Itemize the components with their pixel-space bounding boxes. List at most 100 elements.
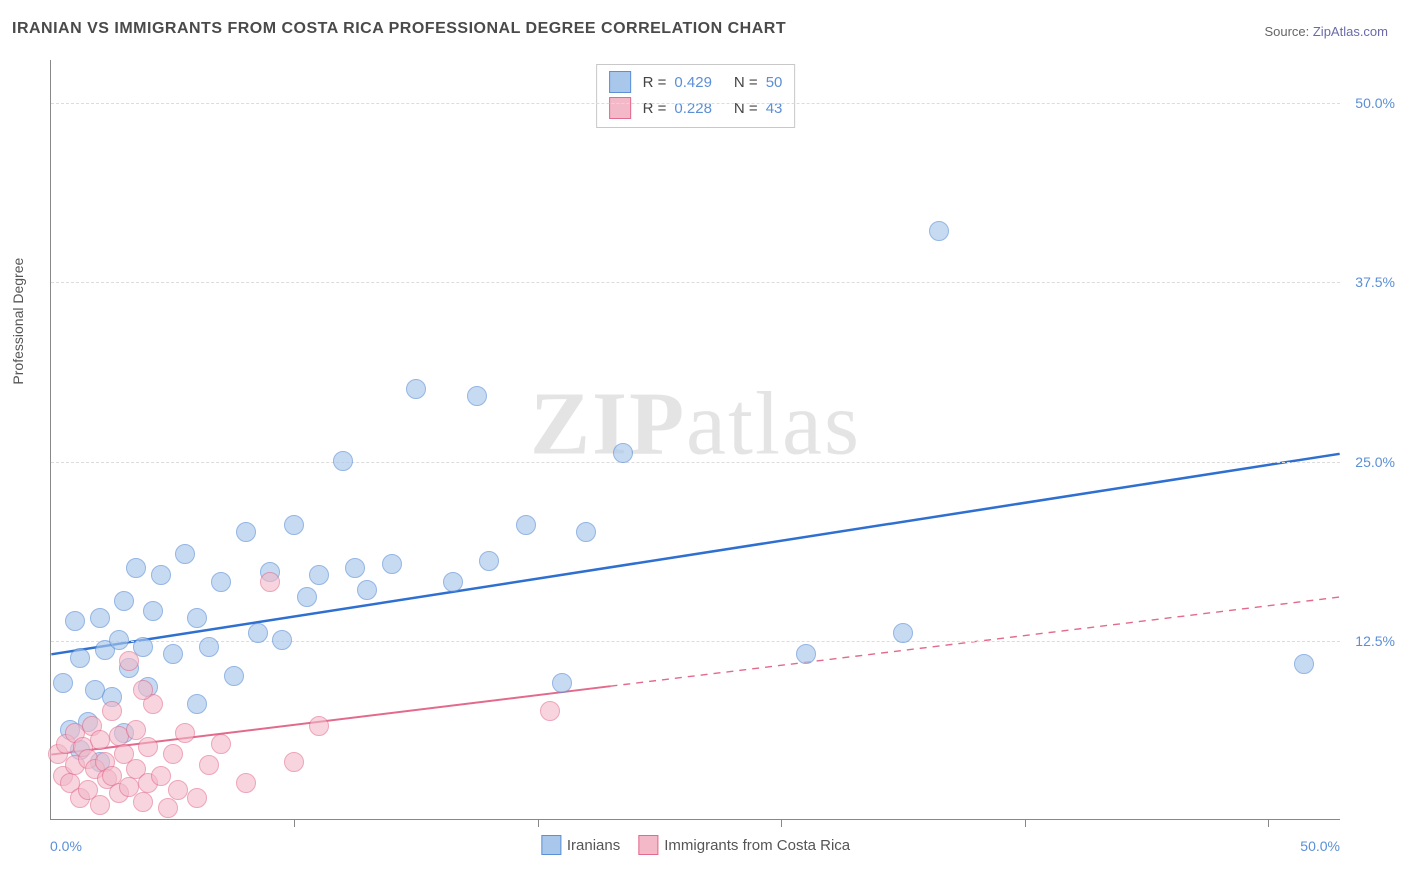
data-point	[102, 701, 122, 721]
legend-series-item: Iranians	[541, 835, 620, 855]
data-point	[175, 723, 195, 743]
watermark: ZIPatlas	[530, 373, 861, 476]
data-point	[175, 544, 195, 564]
gridline	[51, 641, 1340, 642]
legend-n-label: N =	[734, 74, 758, 91]
chart-title: IRANIAN VS IMMIGRANTS FROM COSTA RICA PR…	[12, 20, 786, 38]
gridline	[51, 103, 1340, 104]
data-point	[90, 795, 110, 815]
legend-r-value: 0.429	[674, 74, 712, 91]
legend-stats-row: R = 0.429 N = 50	[609, 69, 783, 95]
data-point	[138, 737, 158, 757]
y-tick-label: 37.5%	[1355, 274, 1395, 290]
x-tick	[781, 819, 782, 827]
data-point	[65, 611, 85, 631]
y-tick-label: 12.5%	[1355, 633, 1395, 649]
legend-series: Iranians Immigrants from Costa Rica	[541, 835, 850, 855]
legend-series-item: Immigrants from Costa Rica	[638, 835, 850, 855]
data-point	[168, 780, 188, 800]
legend-swatch	[541, 835, 561, 855]
regression-lines-layer	[51, 60, 1340, 819]
data-point	[236, 773, 256, 793]
data-point	[187, 608, 207, 628]
data-point	[540, 701, 560, 721]
data-point	[382, 554, 402, 574]
data-point	[224, 666, 244, 686]
data-point	[479, 551, 499, 571]
x-tick	[538, 819, 539, 827]
data-point	[576, 522, 596, 542]
data-point	[467, 386, 487, 406]
legend-r-label: R =	[643, 74, 667, 91]
data-point	[151, 565, 171, 585]
x-tick	[1025, 819, 1026, 827]
gridline	[51, 462, 1340, 463]
data-point	[345, 558, 365, 578]
plot-area: ZIPatlas R = 0.429N = 50R = 0.228N = 43 …	[50, 60, 1340, 820]
data-point	[163, 644, 183, 664]
source-link[interactable]: ZipAtlas.com	[1313, 24, 1388, 39]
data-point	[126, 558, 146, 578]
data-point	[333, 451, 353, 471]
legend-stats-row: R = 0.228N = 43	[609, 95, 783, 121]
watermark-bold: ZIP	[530, 375, 686, 474]
data-point	[119, 651, 139, 671]
data-point	[552, 673, 572, 693]
data-point	[613, 443, 633, 463]
data-point	[297, 587, 317, 607]
data-point	[309, 716, 329, 736]
data-point	[211, 572, 231, 592]
data-point	[272, 630, 292, 650]
data-point	[70, 648, 90, 668]
data-point	[248, 623, 268, 643]
watermark-rest: atlas	[686, 375, 861, 474]
data-point	[893, 623, 913, 643]
data-point	[143, 601, 163, 621]
data-point	[199, 755, 219, 775]
data-point	[516, 515, 536, 535]
data-point	[199, 637, 219, 657]
x-axis-max-label: 50.0%	[1300, 838, 1340, 854]
gridline	[51, 282, 1340, 283]
data-point	[53, 673, 73, 693]
data-point	[133, 792, 153, 812]
data-point	[151, 766, 171, 786]
legend-stats: R = 0.429 N = 50 R = 0.228N = 43	[596, 64, 796, 128]
data-point	[357, 580, 377, 600]
data-point	[260, 572, 280, 592]
data-point	[443, 572, 463, 592]
data-point	[90, 608, 110, 628]
legend-swatch	[609, 71, 631, 93]
legend-series-label: Iranians	[567, 837, 620, 854]
legend-swatch	[638, 835, 658, 855]
data-point	[309, 565, 329, 585]
data-point	[406, 379, 426, 399]
legend-n-value: 50	[766, 74, 783, 91]
y-axis-title: Professional Degree	[10, 258, 26, 385]
source-prefix: Source:	[1264, 24, 1312, 39]
data-point	[1294, 654, 1314, 674]
data-point	[158, 798, 178, 818]
data-point	[236, 522, 256, 542]
data-point	[126, 720, 146, 740]
y-tick-label: 25.0%	[1355, 454, 1395, 470]
legend-swatch	[609, 97, 631, 119]
data-point	[133, 680, 153, 700]
chart-container: IRANIAN VS IMMIGRANTS FROM COSTA RICA PR…	[0, 0, 1406, 892]
data-point	[929, 221, 949, 241]
data-point	[163, 744, 183, 764]
data-point	[114, 591, 134, 611]
regression-line-solid	[51, 454, 1339, 654]
data-point	[211, 734, 231, 754]
x-tick	[1268, 819, 1269, 827]
data-point	[187, 788, 207, 808]
x-tick	[294, 819, 295, 827]
data-point	[284, 752, 304, 772]
legend-series-label: Immigrants from Costa Rica	[664, 837, 850, 854]
data-point	[284, 515, 304, 535]
data-point	[796, 644, 816, 664]
x-axis-min-label: 0.0%	[50, 838, 82, 854]
source-attribution: Source: ZipAtlas.com	[1264, 24, 1388, 39]
data-point	[109, 630, 129, 650]
data-point	[90, 730, 110, 750]
